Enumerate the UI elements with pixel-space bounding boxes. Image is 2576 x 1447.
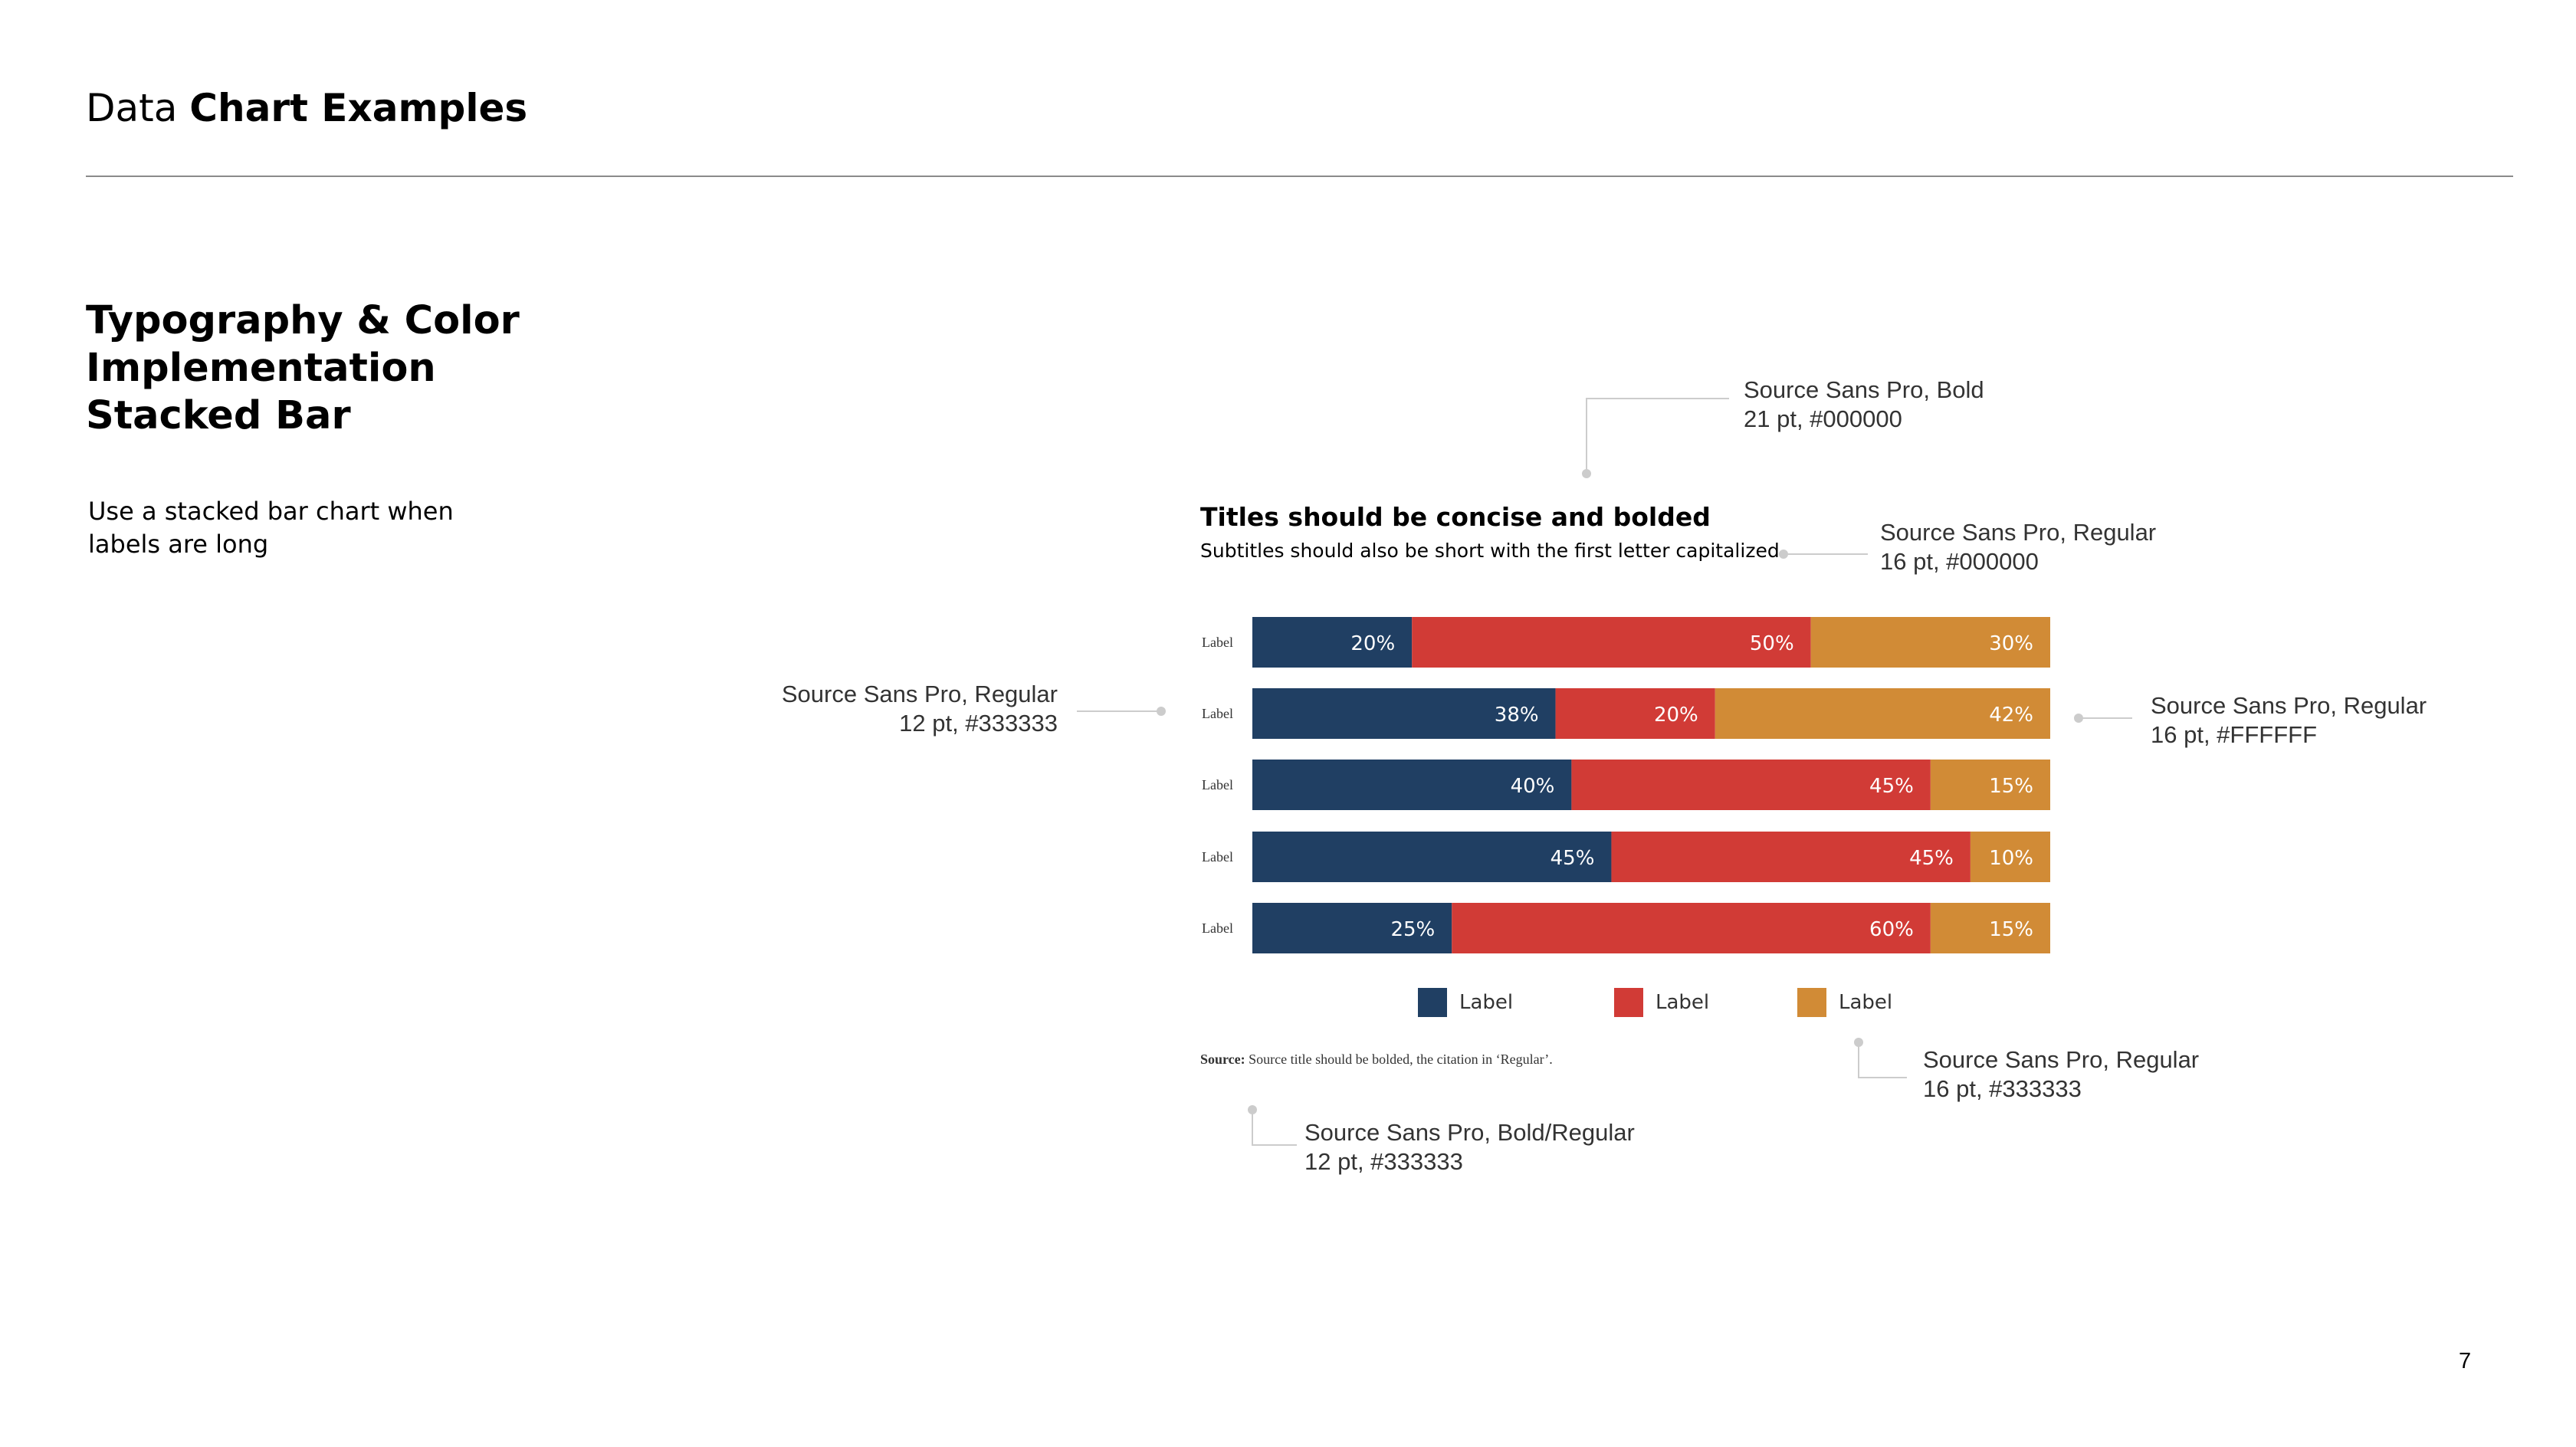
header-bold: Chart Examples	[189, 86, 528, 130]
header-prefix: Data	[86, 86, 178, 130]
value-label: 45%	[1551, 847, 1595, 870]
annotation-value-labels: Source Sans Pro, Regular 16 pt, #FFFFFF	[2151, 691, 2427, 750]
connector-dot-title	[1582, 469, 1591, 478]
annotation-line-2: 16 pt, #000000	[1880, 548, 2039, 575]
section-title-line: Typography & Color	[86, 298, 520, 343]
annotation-line-1: Source Sans Pro, Regular	[781, 681, 1058, 707]
value-label: 42%	[1989, 704, 2033, 727]
value-label: 15%	[1989, 775, 2033, 798]
value-label: 30%	[1989, 632, 2033, 655]
section-title-line: Stacked Bar	[86, 393, 351, 438]
value-label: 20%	[1654, 704, 1698, 727]
page-number: 7	[2459, 1349, 2472, 1373]
legend-label-2: Label	[1656, 991, 1710, 1014]
page-header: Data Chart Examples	[86, 86, 527, 130]
annotation-legend: Source Sans Pro, Regular 16 pt, #333333	[1923, 1045, 2199, 1104]
bar-segment	[1930, 760, 2050, 810]
bar-segment	[1252, 688, 1556, 739]
legend-swatch-1	[1418, 988, 1447, 1017]
annotation-subtitle: Source Sans Pro, Regular 16 pt, #000000	[1880, 518, 2156, 576]
bar-segment	[1452, 903, 1931, 953]
legend-swatch-2	[1614, 988, 1643, 1017]
annotation-title: Source Sans Pro, Bold 21 pt, #000000	[1744, 376, 1984, 434]
bar-segment	[1252, 617, 1413, 668]
connector-title	[1586, 398, 1729, 474]
annotation-line-2: 12 pt, #333333	[1304, 1148, 1463, 1175]
annotation-line-1: Source Sans Pro, Regular	[1923, 1046, 2200, 1073]
legend-swatch-3	[1797, 988, 1826, 1017]
bar-segment	[1252, 760, 1572, 810]
annotation-line-2: 16 pt, #FFFFFF	[2151, 721, 2318, 748]
source-text: Source title should be bolded, the citat…	[1249, 1052, 1553, 1067]
value-label: 50%	[1750, 632, 1794, 655]
legend-label-1: Label	[1459, 991, 1514, 1014]
bar-segment	[1810, 617, 2050, 668]
section-description: Use a stacked bar chart when labels are …	[88, 497, 454, 559]
annotation-line-2: 16 pt, #333333	[1923, 1075, 2082, 1102]
annotation-line-2: 12 pt, #333333	[899, 710, 1058, 737]
value-label: 45%	[1869, 775, 1914, 798]
value-label: 60%	[1869, 918, 1914, 941]
legend-item-1: Label	[1418, 988, 1513, 1017]
connector-dot-value-labels	[2074, 714, 2083, 723]
source-bold: Source:	[1200, 1052, 1245, 1067]
connector-dot-source	[1248, 1105, 1257, 1114]
bar-segment	[1611, 832, 1971, 882]
connector-dot-category-labels	[1157, 707, 1166, 716]
annotation-line-2: 21 pt, #000000	[1744, 405, 1902, 432]
bar-segment	[1715, 688, 2050, 739]
bar-segment	[1571, 760, 1931, 810]
value-label: 25%	[1390, 918, 1435, 941]
annotation-line-1: Source Sans Pro, Regular	[1880, 519, 2157, 546]
category-label: Label	[1202, 920, 1233, 936]
header-divider	[86, 176, 2513, 177]
value-label: 15%	[1989, 918, 2033, 941]
annotation-line-1: Source Sans Pro, Regular	[2151, 692, 2427, 719]
section-title-line: Implementation	[86, 346, 436, 391]
value-label: 20%	[1350, 632, 1395, 655]
annotation-line-1: Source Sans Pro, Bold	[1744, 376, 1984, 403]
bar-segment	[1252, 903, 1452, 953]
value-label: 45%	[1909, 847, 1954, 870]
category-label: Label	[1202, 777, 1233, 792]
category-label: Label	[1202, 706, 1233, 721]
legend-label-3: Label	[1839, 991, 1893, 1014]
bar-segment	[1930, 903, 2050, 953]
annotation-line-1: Source Sans Pro, Bold/Regular	[1304, 1119, 1635, 1146]
chart-subtitle: Subtitles should also be short with the …	[1200, 540, 1780, 562]
bar-segment	[1555, 688, 1715, 739]
connector-legend	[1858, 1042, 1907, 1078]
bar-segment	[1970, 832, 2050, 882]
legend-item-2: Label	[1614, 988, 1709, 1017]
value-label: 38%	[1495, 704, 1539, 727]
annotation-category-labels: Source Sans Pro, Regular 12 pt, #333333	[751, 680, 1058, 738]
section-title: Typography & Color Implementation Stacke…	[86, 297, 520, 440]
value-label: 10%	[1989, 847, 2033, 870]
category-label: Label	[1202, 849, 1233, 865]
connector-dot-legend	[1854, 1038, 1863, 1047]
bar-segment	[1412, 617, 1811, 668]
chart-source: Source: Source title should be bolded, t…	[1200, 1052, 1553, 1068]
bar-segment	[1252, 832, 1612, 882]
chart-title: Titles should be concise and bolded	[1200, 502, 1711, 532]
legend-item-3: Label	[1797, 988, 1892, 1017]
value-label: 40%	[1511, 775, 1555, 798]
category-label: Label	[1202, 635, 1233, 650]
connector-source	[1252, 1110, 1297, 1146]
annotation-source: Source Sans Pro, Bold/Regular 12 pt, #33…	[1304, 1118, 1635, 1176]
connector-dot-subtitle	[1779, 550, 1788, 559]
